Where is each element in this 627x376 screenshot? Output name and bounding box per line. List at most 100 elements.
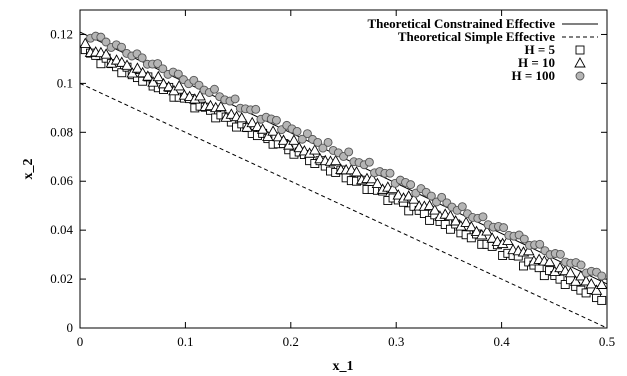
data-point (366, 172, 378, 184)
data-point (246, 116, 258, 128)
data-point (100, 48, 112, 59)
x-tick-label: 0 (77, 334, 84, 349)
data-point (423, 199, 436, 211)
y-tick-label: 0.12 (50, 26, 73, 41)
data-point (344, 147, 354, 157)
data-point (392, 189, 405, 200)
data-point (79, 37, 92, 48)
data-point (136, 66, 149, 78)
y-tick-label: 0.1 (57, 75, 73, 90)
data-point (460, 216, 472, 227)
y-tick-label: 0.06 (50, 173, 73, 188)
data-point (272, 130, 285, 142)
axis-ticks: 0 0.1 0.2 0.3 0.4 0.5 0 0.02 0.04 0.06 0.08 0.1 0.12 (50, 10, 615, 349)
data-point (117, 42, 126, 52)
data-point (481, 225, 493, 236)
data-point (271, 115, 281, 125)
data-point (194, 89, 206, 101)
data-point (309, 144, 321, 155)
data-point (262, 130, 274, 142)
data-point (478, 212, 488, 222)
data-point (157, 77, 170, 89)
data-point (499, 223, 509, 233)
data-point (404, 206, 414, 216)
data-point (406, 180, 416, 190)
data-point (522, 244, 535, 256)
data-point (147, 76, 159, 87)
data-point (387, 182, 399, 194)
data-point (158, 64, 168, 74)
data-point (297, 134, 307, 144)
legend-marker-symbol (574, 57, 586, 68)
legend: Theoretical Constrained EffectiveTheoret… (368, 16, 598, 83)
data-point (251, 104, 261, 114)
data-point (293, 141, 305, 153)
y-tick-label: 0 (67, 320, 74, 335)
data-point (101, 37, 111, 47)
data-point (267, 125, 279, 136)
plot-frame (79, 9, 608, 329)
data-point (449, 215, 462, 226)
data-point (502, 234, 514, 246)
data-point (402, 190, 415, 201)
data-point (323, 137, 333, 147)
data-points (79, 31, 608, 305)
data-point (142, 70, 154, 81)
data-point (117, 68, 127, 78)
data-point (256, 123, 269, 134)
data-point (371, 177, 384, 188)
data-point (569, 275, 582, 286)
legend-label: Theoretical Constrained Effective (368, 16, 556, 31)
data-point (288, 134, 300, 145)
legend-label: H = 100 (511, 68, 555, 83)
data-point (426, 191, 436, 201)
data-point (519, 234, 529, 244)
data-point (121, 59, 133, 70)
y-tick-label: 0.02 (50, 271, 73, 286)
data-point (564, 266, 577, 278)
data-point (116, 56, 128, 67)
legend-marker-symbol (575, 45, 585, 55)
data-point (408, 193, 420, 204)
data-point (152, 70, 165, 82)
series-circle (86, 31, 607, 281)
x-tick-label: 0.1 (177, 334, 193, 349)
data-point (236, 111, 248, 123)
data-point (313, 137, 323, 147)
data-point (292, 126, 302, 136)
data-point (470, 225, 483, 237)
data-point (590, 284, 603, 295)
data-point (96, 59, 106, 69)
y-tick-label: 0.08 (50, 124, 73, 139)
data-point (131, 62, 144, 73)
data-point (597, 271, 607, 281)
data-point (318, 143, 328, 153)
data-point (543, 255, 556, 267)
data-point (560, 280, 570, 289)
data-point (385, 168, 395, 178)
data-point (429, 204, 441, 215)
y-axis-label: x_2 (21, 159, 36, 180)
legend-marker-symbol (575, 71, 585, 81)
data-point (486, 232, 498, 243)
x-tick-label: 0.4 (493, 334, 510, 349)
data-point (595, 278, 608, 289)
data-point (277, 134, 290, 145)
data-point (251, 120, 264, 131)
legend-label: Theoretical Simple Effective (398, 29, 555, 44)
data-point (153, 59, 163, 68)
x-tick-label: 0.2 (283, 334, 299, 349)
data-point (329, 154, 342, 166)
data-point (555, 249, 565, 259)
x-tick-label: 0.3 (388, 334, 404, 349)
data-point (230, 94, 240, 104)
legend-label: H = 10 (518, 55, 555, 70)
data-point (576, 260, 586, 270)
data-point (554, 261, 566, 273)
data-point (585, 277, 598, 289)
data-point (425, 215, 435, 225)
data-point (137, 53, 147, 63)
data-point (302, 129, 312, 139)
data-point (539, 271, 549, 281)
